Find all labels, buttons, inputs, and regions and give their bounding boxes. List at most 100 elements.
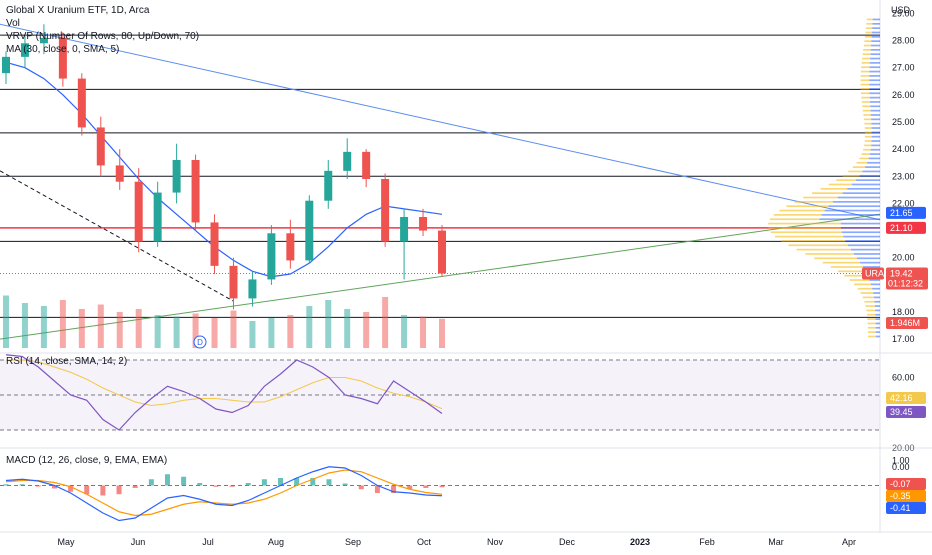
vrvp-row-down bbox=[768, 227, 841, 229]
time-axis-tick: Aug bbox=[268, 537, 284, 547]
vrvp-row-down bbox=[864, 144, 872, 147]
vrvp-row-up bbox=[850, 248, 880, 251]
candle-body bbox=[210, 222, 219, 266]
symbol-tag-bg bbox=[862, 267, 884, 280]
candle-body bbox=[286, 233, 295, 261]
price-tag-upper: 21.65 bbox=[886, 206, 926, 219]
macd-histogram-bar bbox=[197, 483, 203, 486]
time-axis-tick: Mar bbox=[768, 537, 784, 547]
vrvp-row-up bbox=[874, 300, 880, 303]
macd-hist-tag: -0.07 bbox=[886, 478, 926, 490]
time-axis-tick: Jul bbox=[202, 537, 214, 547]
vrvp-row-up bbox=[869, 83, 880, 86]
vrvp-row-up bbox=[837, 196, 880, 199]
vrvp-row-down bbox=[867, 326, 876, 329]
time-axis-tick: Dec bbox=[559, 537, 576, 547]
price-legend: Global X Uranium ETF, 1D, Arca Vol VRVP … bbox=[6, 4, 199, 56]
vrvp-row-down bbox=[849, 279, 870, 281]
macd-histogram-bar bbox=[132, 485, 138, 488]
rsi-ma-tag-text: 42.16 bbox=[890, 393, 913, 403]
vrvp-row-up bbox=[869, 66, 880, 69]
vrvp-row-down bbox=[796, 248, 851, 251]
vrvp-row-down bbox=[864, 35, 872, 38]
vrvp-row-down bbox=[857, 287, 873, 290]
volume-bar bbox=[97, 304, 104, 348]
candle-body bbox=[248, 279, 257, 299]
macd-histogram-bar bbox=[84, 485, 90, 495]
macd-hist-tag-bg bbox=[886, 478, 926, 490]
vrvp-row-down bbox=[770, 231, 842, 234]
macd-histogram-bar bbox=[391, 485, 397, 493]
rsi-tag-text: 39.45 bbox=[890, 407, 913, 417]
macd-histogram-bar bbox=[116, 485, 122, 495]
vrvp-row-down bbox=[863, 148, 871, 151]
vrvp-row-up bbox=[872, 287, 880, 290]
macd-histogram-bar bbox=[245, 483, 251, 486]
vrvp-row-down bbox=[866, 18, 873, 21]
vrvp-row-down bbox=[803, 196, 838, 199]
macd-signal-line bbox=[5, 469, 443, 517]
vrvp-indicator-label[interactable]: VRVP (Number Of Rows, 80, Up/Down, 70) bbox=[6, 31, 200, 42]
rsi-tag: 39.45 bbox=[886, 406, 926, 418]
volume-bar bbox=[268, 318, 275, 348]
vrvp-row-down bbox=[848, 170, 863, 173]
vrvp-row-down bbox=[805, 253, 854, 255]
vrvp-row-down bbox=[860, 88, 870, 90]
vrvp-row-up bbox=[875, 326, 880, 329]
vrvp-row-up bbox=[869, 75, 880, 77]
volume-bar bbox=[211, 318, 218, 348]
candle-body bbox=[96, 127, 105, 166]
price-axis-tick: 26.00 bbox=[892, 90, 915, 100]
vrvp-row-down bbox=[862, 57, 871, 60]
macd-indicator-label[interactable]: MACD (12, 26, close, 9, EMA, EMA) bbox=[6, 455, 168, 466]
vrvp-row-up bbox=[869, 62, 880, 64]
vrvp-row-up bbox=[870, 283, 880, 286]
price-axis-tick: 23.00 bbox=[892, 171, 915, 181]
macd-histogram-bar bbox=[261, 479, 267, 486]
vrvp-row-up bbox=[819, 218, 880, 221]
vrvp-row-up bbox=[845, 240, 880, 242]
vrvp-row-down bbox=[866, 309, 876, 312]
macd-histogram-bar bbox=[407, 485, 413, 490]
volume-indicator-label[interactable]: Vol bbox=[6, 18, 20, 29]
vrvp-row-up bbox=[867, 161, 880, 164]
vrvp-row-up bbox=[828, 205, 880, 208]
rsi-indicator-label[interactable]: RSI (14, close, SMA, 14, 2) bbox=[6, 356, 128, 367]
macd-axis-tick: 1.00 bbox=[892, 456, 910, 466]
rsi-axis-tick: 20.00 bbox=[892, 443, 915, 453]
rsi-ma-tag-bg bbox=[886, 392, 926, 404]
macd-histogram-bar bbox=[439, 485, 445, 488]
vrvp-row-down bbox=[866, 22, 873, 25]
macd-histogram-bar bbox=[278, 478, 284, 486]
volume-bar bbox=[382, 297, 389, 348]
vrvp-row-down bbox=[862, 109, 871, 112]
vrvp-row-down bbox=[786, 205, 829, 208]
macd-histogram-bar bbox=[229, 485, 235, 487]
macd-hist-tag-text: -0.07 bbox=[890, 479, 911, 489]
vrvp-row-up bbox=[873, 296, 880, 299]
vrvp-row-down bbox=[859, 157, 869, 160]
macd-line-tag-bg bbox=[886, 502, 926, 514]
vrvp-row-up bbox=[856, 257, 880, 260]
vrvp-row-up bbox=[871, 135, 880, 138]
vrvp-row-down bbox=[854, 283, 871, 286]
ma-indicator-label[interactable]: MA (30, close, 0, SMA, 5) bbox=[6, 44, 120, 55]
vrvp-row-down bbox=[779, 209, 825, 212]
ascending-trendline bbox=[0, 213, 881, 340]
macd-line bbox=[5, 466, 443, 522]
vrvp-row-down bbox=[844, 274, 868, 277]
vrvp-row-up bbox=[871, 127, 880, 129]
vrvp-row-up bbox=[841, 231, 880, 234]
vrvp-row-down bbox=[864, 131, 872, 134]
volume-tag-text: 1.946M bbox=[890, 318, 920, 328]
vrvp-row-down bbox=[860, 75, 870, 77]
candle-body bbox=[438, 230, 446, 274]
time-axis-tick: Feb bbox=[699, 537, 715, 547]
vrvp-row-up bbox=[843, 235, 880, 238]
vrvp-row-up bbox=[869, 101, 880, 103]
symbol-title[interactable]: Global X Uranium ETF, 1D, Arca bbox=[6, 5, 150, 16]
vrvp-row-up bbox=[824, 209, 880, 212]
vrvp-row-down bbox=[838, 270, 866, 273]
